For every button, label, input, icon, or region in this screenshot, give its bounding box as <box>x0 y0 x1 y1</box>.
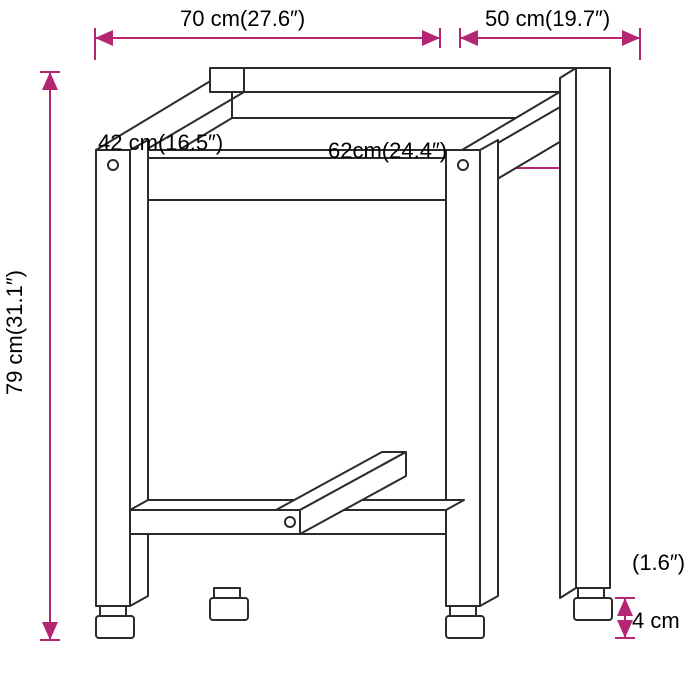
foot-rear-right <box>574 588 612 620</box>
foot-front-left <box>96 606 134 638</box>
dim-inner-depth: 42 cm(16.5″) <box>98 130 223 156</box>
dim-overall-depth: 50 cm(19.7″) <box>485 6 610 32</box>
leg-front-left <box>96 140 148 606</box>
dim-foot-height-in: (1.6″) <box>632 550 685 576</box>
foot-front-right <box>446 606 484 638</box>
leg-rear-right <box>560 68 610 598</box>
dim-inner-width: 62cm(24.4″) <box>328 138 447 164</box>
leg-front-right <box>446 140 498 606</box>
dim-foot-height: 4 cm <box>632 608 680 634</box>
dim-overall-height: 79 cm(31.1″) <box>2 270 28 395</box>
foot-rear-left <box>210 588 248 620</box>
dim-overall-width: 70 cm(27.6″) <box>180 6 305 32</box>
diagram-stage: 70 cm(27.6″) 50 cm(19.7″) 42 cm(16.5″) 6… <box>0 0 700 700</box>
frame-drawing-svg <box>0 0 700 700</box>
